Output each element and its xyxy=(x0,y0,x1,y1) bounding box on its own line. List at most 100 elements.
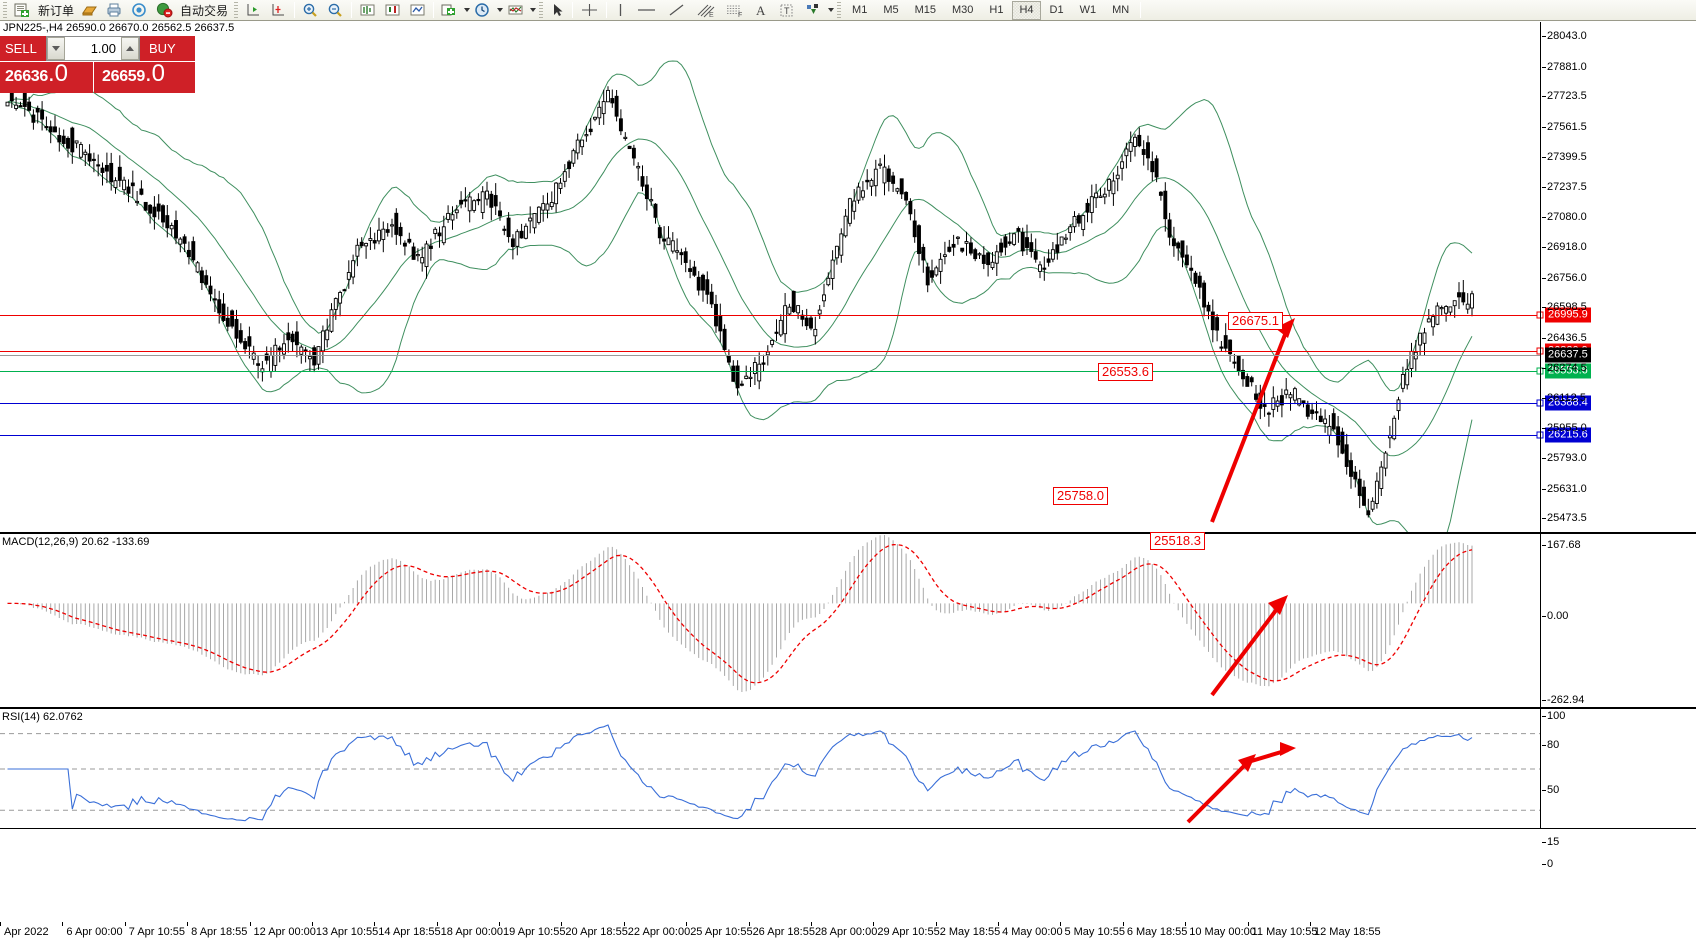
template-icon[interactable] xyxy=(438,1,461,20)
vline-icon[interactable] xyxy=(611,1,630,20)
cursor-icon[interactable] xyxy=(547,1,568,20)
level-line-current-price[interactable] xyxy=(0,355,1540,356)
callout-target[interactable]: 26675.1 xyxy=(1228,312,1283,330)
rsi-pane[interactable] xyxy=(0,710,1540,828)
zoom-out-icon[interactable] xyxy=(324,1,347,20)
toolbar-grip-3[interactable] xyxy=(539,2,544,18)
fibonacci-icon[interactable]: F xyxy=(721,1,748,20)
chevron-down-icon-2[interactable] xyxy=(497,8,504,12)
text-icon[interactable]: A xyxy=(750,1,773,20)
y-axis-tick: 28043.0 xyxy=(1542,30,1587,43)
macd-histogram xyxy=(7,535,1473,697)
x-axis-tick: 14 Apr 18:55 xyxy=(374,922,441,938)
indicators-icon[interactable] xyxy=(504,1,527,20)
timeframe-m15[interactable]: M15 xyxy=(914,4,936,16)
period-icon[interactable] xyxy=(471,1,494,20)
equidistant-icon[interactable]: E xyxy=(692,1,719,20)
timeframe-w1[interactable]: W1 xyxy=(1079,4,1097,16)
price-badge-support-1: 26388.4 xyxy=(1545,395,1591,411)
y-axis-tick: 27881.0 xyxy=(1542,60,1587,73)
shapes-icon[interactable] xyxy=(800,1,825,20)
level-line-support-2[interactable] xyxy=(0,435,1540,436)
price-badge-support-2: 26215.6 xyxy=(1545,427,1591,443)
timeframe-m1[interactable]: M1 xyxy=(852,4,868,16)
bar-chart-icon[interactable] xyxy=(356,1,379,20)
timeframe-h1[interactable]: H1 xyxy=(989,4,1004,16)
y-axis-tick: 26436.5 xyxy=(1542,331,1587,344)
x-axis-tick: 6 May 18:55 xyxy=(1122,922,1188,938)
buy-price[interactable]: 26659.0 xyxy=(94,62,195,93)
toolbar-divider xyxy=(294,2,296,18)
sell-button[interactable]: SELL xyxy=(0,36,46,61)
chevron-down-icon[interactable] xyxy=(464,8,471,12)
rsi-axis-tick: 15 xyxy=(1541,836,1560,848)
volume-stepper[interactable]: 1.00 xyxy=(46,36,140,61)
level-line-pivot[interactable] xyxy=(0,371,1540,372)
sell-price[interactable]: 26636.0 xyxy=(0,62,93,93)
toolbar-divider-2 xyxy=(351,2,353,18)
crosshair-tool-icon[interactable] xyxy=(577,1,602,20)
level-line-support-1[interactable] xyxy=(0,403,1540,404)
volume-input[interactable]: 1.00 xyxy=(90,41,116,56)
new-order-label[interactable]: 新订单 xyxy=(38,3,75,18)
volume-decrease-button[interactable] xyxy=(47,37,65,60)
x-axis: Apr 2022 6 Apr 00:00 7 Apr 10:55 8 Apr 18:5… xyxy=(0,916,1696,940)
print-preview-icon[interactable] xyxy=(103,1,126,20)
sell-price-integer: 26636 xyxy=(5,68,48,85)
level-line-resistance-1[interactable] xyxy=(0,315,1540,316)
y-axis-tick: 26598.5 xyxy=(1542,301,1587,314)
timeframe-m30[interactable]: M30 xyxy=(952,4,974,16)
gold-bar-icon[interactable] xyxy=(78,1,101,20)
macd-pane[interactable] xyxy=(0,535,1540,706)
buy-button[interactable]: BUY xyxy=(140,36,195,61)
svg-text:T: T xyxy=(784,6,790,16)
timeframe-mn[interactable]: MN xyxy=(1112,4,1130,16)
y-axis-tick: 25631.0 xyxy=(1542,482,1587,495)
chevron-down-icon-4[interactable] xyxy=(828,8,835,12)
toolbar-grip[interactable] xyxy=(3,2,7,18)
timeframe-h4[interactable]: H4 xyxy=(1012,0,1041,20)
callout-pivot[interactable]: 26553.6 xyxy=(1098,363,1153,381)
rsi-label: RSI(14) 62.0762 xyxy=(2,711,83,723)
trendline-icon[interactable] xyxy=(663,1,690,20)
triangle-up-icon xyxy=(126,46,134,51)
crosshair-icon[interactable] xyxy=(242,1,265,20)
x-axis-tick: 29 Apr 10:55 xyxy=(873,922,940,938)
price-axis-line xyxy=(1540,22,1541,829)
timeframe-m5[interactable]: M5 xyxy=(883,4,899,16)
svg-text:F: F xyxy=(738,12,742,18)
chart-container[interactable]: 26995.926820.926637.526553.626388.426215… xyxy=(0,22,1696,940)
y-axis-tick: 26918.0 xyxy=(1542,241,1587,254)
price-trend-arrow xyxy=(1210,318,1295,523)
macd-axis-tick: 0.00 xyxy=(1541,610,1569,622)
toolbar-grip-2[interactable] xyxy=(234,2,239,18)
x-axis-tick: 7 Apr 10:55 xyxy=(124,922,186,938)
callout-low-zone[interactable]: 25758.0 xyxy=(1053,487,1108,505)
macd-trend-arrow xyxy=(1210,595,1288,697)
line-chart-icon[interactable] xyxy=(406,1,429,20)
y-axis-tick: 27399.5 xyxy=(1542,151,1587,164)
volume-increase-button[interactable] xyxy=(121,37,139,60)
y-axis-tick: 25793.0 xyxy=(1542,452,1587,465)
data-window-icon[interactable] xyxy=(267,1,290,20)
one-click-trading-panel[interactable]: SELL 1.00 BUY 26636.0 26659.0 xyxy=(0,36,195,93)
price-pane[interactable] xyxy=(0,22,1540,532)
toolbar-grip-4[interactable] xyxy=(837,2,842,18)
level-line-resistance-2[interactable] xyxy=(0,351,1540,352)
new-order-icon[interactable] xyxy=(11,1,34,20)
textlabel-icon[interactable]: T xyxy=(775,1,798,20)
buy-price-decimal: .0 xyxy=(145,60,166,87)
signals-icon[interactable] xyxy=(128,1,151,20)
candlestick-icon[interactable] xyxy=(381,1,404,20)
rsi-trend-arrow xyxy=(1186,742,1296,824)
x-axis-tick: 25 Apr 10:55 xyxy=(686,922,753,938)
hline-icon[interactable] xyxy=(632,1,661,20)
timeframe-d1[interactable]: D1 xyxy=(1049,4,1064,16)
rsi-axis-tick: 100 xyxy=(1541,710,1566,722)
autotrading-label[interactable]: 自动交易 xyxy=(180,3,229,18)
x-axis-tick: 10 May 00:00 xyxy=(1185,922,1256,938)
zoom-in-icon[interactable] xyxy=(299,1,322,20)
autotrading-icon[interactable] xyxy=(153,1,176,20)
callout-swing-low[interactable]: 25518.3 xyxy=(1150,532,1205,550)
chevron-down-icon-3[interactable] xyxy=(530,8,537,12)
